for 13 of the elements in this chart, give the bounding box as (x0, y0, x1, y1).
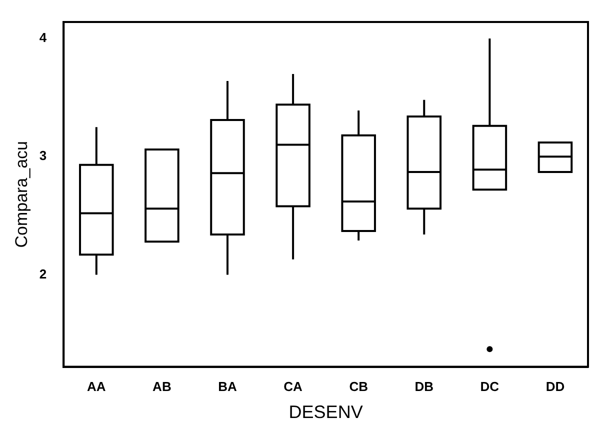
y-axis-title: Compara_acu (12, 141, 31, 248)
x-tick-label: AA (87, 379, 106, 394)
y-tick-label: 2 (39, 266, 47, 282)
x-tick-label: CB (349, 379, 368, 394)
x-tick-label: AB (152, 379, 172, 394)
x-tick-label: CA (284, 379, 304, 394)
y-tick-label: 4 (39, 30, 48, 46)
y-tick-label: 3 (39, 148, 47, 164)
x-tick-label: DB (414, 379, 434, 394)
x-tick-label: DC (480, 379, 500, 394)
x-tick-label: DD (546, 379, 565, 394)
x-axis-title: DESENV (288, 402, 363, 422)
x-tick-label: BA (218, 379, 238, 394)
